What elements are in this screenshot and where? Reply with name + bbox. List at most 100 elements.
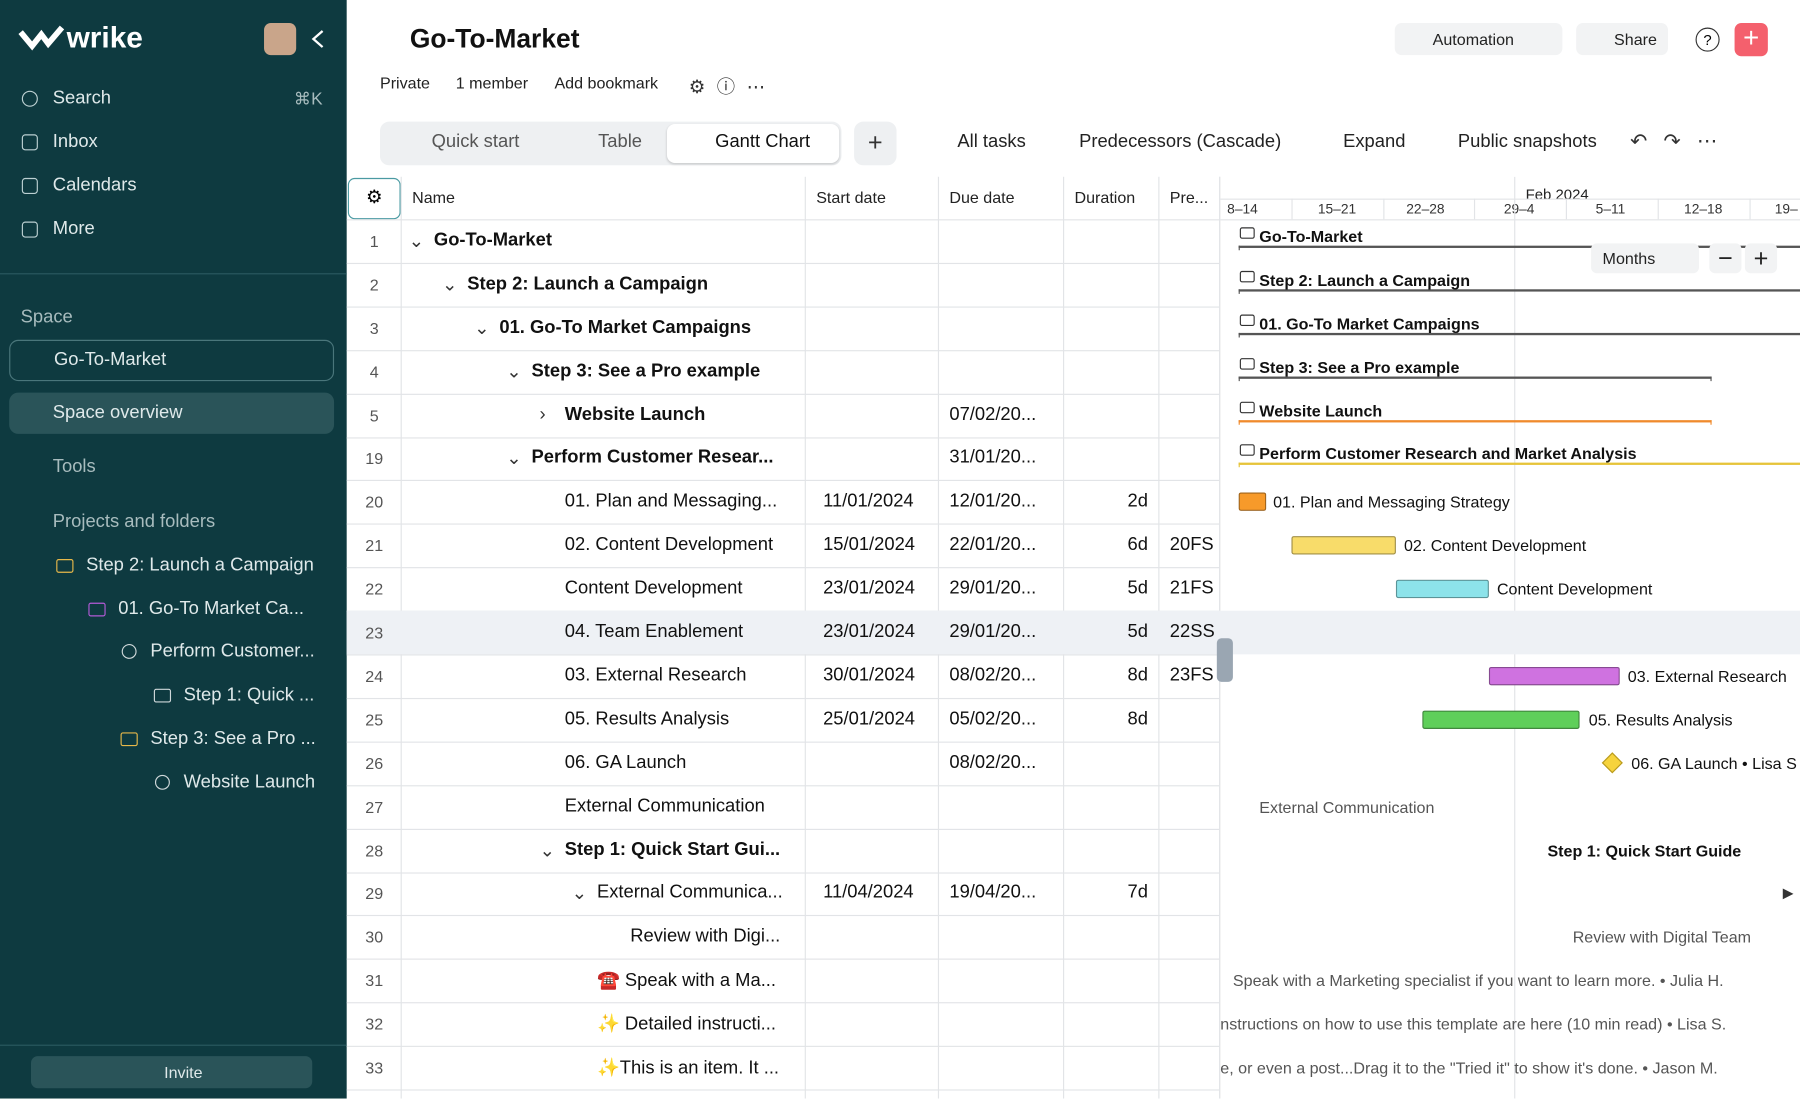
column-header[interactable]: Start date	[816, 188, 886, 207]
zoom-button[interactable]: −	[1709, 243, 1742, 274]
space-overview-box[interactable]	[9, 392, 335, 434]
expand-toggle[interactable]: ›	[539, 404, 546, 425]
space-selector[interactable]: Go-To-Market	[53, 350, 167, 370]
meta-item[interactable]: Private	[379, 73, 431, 92]
meta-item[interactable]: Add bookmark	[554, 73, 659, 92]
task-name[interactable]: ☎️ Speak with a Ma...	[596, 971, 777, 991]
task-bar[interactable]	[1291, 536, 1396, 555]
gantt-label[interactable]: 06. GA Launch • Lisa S	[1631, 753, 1797, 773]
predecessor[interactable]: 21FS	[1169, 578, 1214, 599]
task-bar[interactable]	[1238, 492, 1267, 512]
zoom-button[interactable]: +	[1744, 243, 1778, 274]
tree-item[interactable]: Step 3: See a Pro ...	[150, 728, 316, 749]
summary-bar[interactable]	[1238, 463, 1800, 468]
space-selector-box[interactable]	[9, 339, 335, 382]
due-date[interactable]: 07/02/20...	[949, 404, 1037, 425]
due-date[interactable]: 08/02/20...	[949, 752, 1037, 773]
start-date[interactable]: 15/01/2024	[823, 535, 916, 555]
duration[interactable]: 5d	[1127, 578, 1148, 599]
task-name[interactable]: 02. Content Development	[564, 535, 774, 555]
toolbar-item[interactable]: Expand	[1343, 132, 1406, 152]
gantt-label[interactable]: Step 2: Launch a Campaign	[1259, 270, 1471, 290]
duration[interactable]: 8d	[1127, 665, 1148, 686]
predecessor[interactable]: 22SS	[1169, 622, 1215, 642]
task-name[interactable]: External Communica...	[596, 883, 783, 903]
view-tab[interactable]: Table	[598, 132, 642, 152]
create-button[interactable]: +	[1734, 22, 1768, 57]
summary-bar[interactable]	[1238, 245, 1800, 251]
summary-bar[interactable]	[1238, 332, 1800, 338]
zoom-select[interactable]	[1591, 243, 1699, 274]
tools[interactable]: Tools	[52, 456, 96, 477]
toolbar-item[interactable]: All tasks	[957, 132, 1026, 152]
duration[interactable]: 7d	[1127, 883, 1148, 903]
help-button[interactable]: ?	[1695, 27, 1720, 52]
gantt-label[interactable]: 01. Plan and Messaging Strategy	[1273, 492, 1510, 512]
expand-toggle[interactable]: ⌄	[539, 840, 555, 861]
start-date[interactable]: 23/01/2024	[823, 622, 916, 642]
gantt-label[interactable]: e, or even a post...Drag it to the "Trie…	[1220, 1058, 1718, 1077]
expand-toggle[interactable]: ⌄	[441, 275, 458, 295]
duration[interactable]: 8d	[1127, 709, 1148, 729]
invite-box[interactable]	[30, 1056, 313, 1089]
task-name[interactable]: Content Development	[564, 578, 743, 599]
settings-cell[interactable]: ⚙	[347, 177, 401, 220]
due-date[interactable]: 08/02/20...	[949, 665, 1037, 686]
predecessor[interactable]: 20FS	[1169, 535, 1214, 555]
active-view[interactable]	[666, 123, 840, 164]
start-date[interactable]: 25/01/2024	[823, 709, 916, 729]
tree-item[interactable]: Website Launch	[183, 772, 316, 793]
expand-toggle[interactable]: ⌄	[571, 884, 588, 904]
gantt-label[interactable]: Go-To-Market	[1259, 227, 1363, 246]
due-date[interactable]: 05/02/20...	[949, 709, 1037, 729]
gantt-label[interactable]: 02. Content Development	[1403, 536, 1587, 555]
column-header[interactable]: Name	[412, 188, 456, 207]
task-name[interactable]: 01. Go-To Market Campaigns	[499, 317, 752, 338]
start-date[interactable]: 11/04/2024	[823, 883, 914, 903]
task-name[interactable]: Step 2: Launch a Campaign	[467, 274, 709, 294]
start-date[interactable]: 23/01/2024	[823, 578, 916, 599]
task-name[interactable]: 03. External Research	[564, 665, 747, 686]
task-name[interactable]: 01. Plan and Messaging...	[564, 491, 778, 512]
expand-toggle[interactable]: ⌄	[474, 318, 490, 339]
gantt-label[interactable]: nstructions on how to use this template …	[1220, 1014, 1727, 1034]
due-date[interactable]: 29/01/20...	[949, 622, 1037, 642]
header-button[interactable]	[1394, 22, 1563, 56]
avatar[interactable]	[264, 22, 297, 56]
gantt-label[interactable]: Review with Digital Team	[1572, 927, 1752, 947]
gantt-label[interactable]: 05. Results Analysis	[1588, 710, 1733, 729]
due-date[interactable]: 31/01/20...	[949, 448, 1037, 468]
meta-icons[interactable]: ⚙ⓘ⋯	[688, 78, 777, 98]
toolbar-item[interactable]: Public snapshots	[1457, 132, 1597, 152]
task-name[interactable]: 04. Team Enablement	[564, 622, 744, 642]
summary-bar[interactable]	[1238, 289, 1800, 294]
duration[interactable]: 6d	[1127, 535, 1148, 555]
due-date[interactable]: 29/01/20...	[949, 578, 1037, 599]
summary-bar[interactable]	[1238, 376, 1712, 381]
header-button[interactable]	[1576, 22, 1668, 56]
nav-item[interactable]: Search	[52, 88, 112, 108]
gantt-label[interactable]: External Communication	[1259, 797, 1435, 816]
due-date[interactable]: 19/04/20...	[949, 883, 1037, 903]
start-date[interactable]: 30/01/2024	[823, 665, 916, 686]
expand-toggle[interactable]: ⌄	[506, 449, 522, 469]
view-tab[interactable]: Quick start	[431, 132, 520, 152]
meta-item[interactable]: 1 member	[455, 73, 529, 92]
milestone[interactable]	[1601, 751, 1623, 774]
gantt-label[interactable]: Step 1: Quick Start Guide	[1547, 840, 1742, 860]
task-bar[interactable]	[1395, 579, 1489, 599]
scroll-arrow[interactable]: ▶	[1782, 885, 1794, 902]
task-name[interactable]: External Communication	[564, 796, 765, 816]
due-date[interactable]: 22/01/20...	[949, 535, 1037, 555]
column-header[interactable]: Pre...	[1169, 188, 1209, 207]
gantt-label[interactable]: Content Development	[1496, 579, 1653, 599]
task-name[interactable]: 06. GA Launch	[564, 752, 687, 773]
task-bar[interactable]	[1422, 710, 1580, 729]
predecessor[interactable]: 23FS	[1169, 665, 1214, 686]
zoom-label[interactable]: Months	[1602, 249, 1656, 268]
column-header[interactable]: Due date	[949, 188, 1015, 207]
expand-toggle[interactable]: ⌄	[506, 362, 522, 382]
gantt-label[interactable]: 01. Go-To Market Campaigns	[1259, 314, 1480, 333]
add-view[interactable]: +	[854, 121, 897, 166]
tree-item[interactable]: 01. Go-To Market Ca...	[118, 599, 305, 619]
